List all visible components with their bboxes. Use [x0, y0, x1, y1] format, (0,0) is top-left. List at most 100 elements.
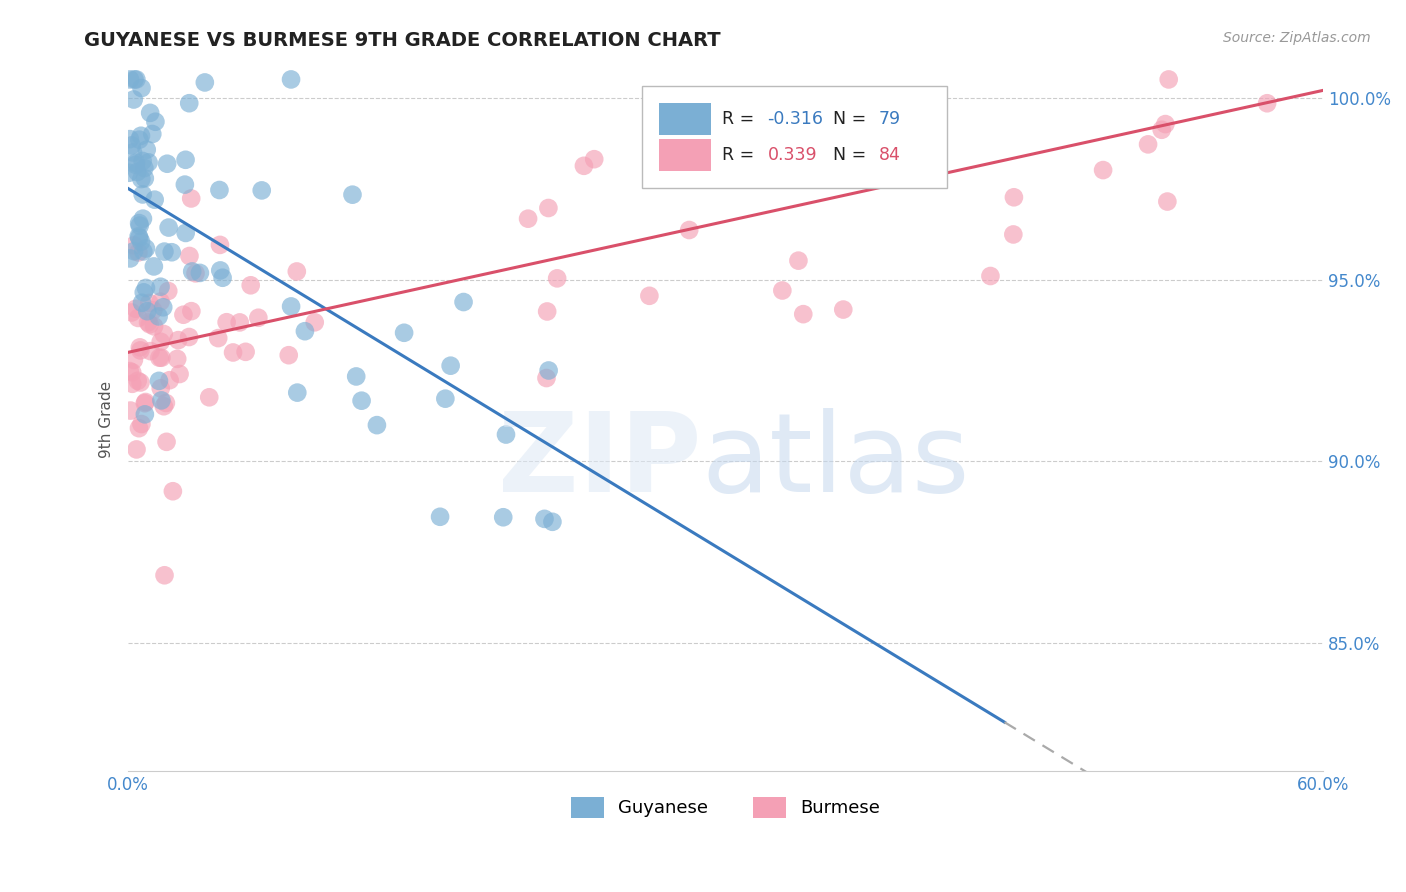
Point — [285, 385, 308, 400]
Point — [277, 348, 299, 362]
Point — [537, 363, 560, 377]
Point — [152, 326, 174, 341]
Point — [135, 395, 157, 409]
Point — [492, 510, 515, 524]
Point — [208, 183, 231, 197]
Point — [174, 226, 197, 240]
Point — [131, 417, 153, 431]
Point — [167, 333, 190, 347]
Point — [118, 72, 141, 87]
Point — [149, 334, 172, 349]
Point — [211, 270, 233, 285]
Text: atlas: atlas — [702, 409, 970, 516]
Point — [149, 294, 172, 309]
Point — [152, 300, 174, 314]
Point — [188, 266, 211, 280]
Point — [179, 249, 201, 263]
FancyBboxPatch shape — [643, 86, 946, 188]
Point — [787, 253, 810, 268]
Point — [155, 434, 177, 449]
Legend: Guyanese, Burmese: Guyanese, Burmese — [564, 789, 887, 825]
Point — [770, 284, 793, 298]
Point — [128, 231, 150, 245]
Point — [159, 373, 181, 387]
Point — [125, 158, 148, 172]
Point — [125, 301, 148, 316]
Point — [247, 310, 270, 325]
Point — [135, 143, 157, 157]
Point — [157, 220, 180, 235]
Point — [129, 376, 152, 390]
Point — [139, 106, 162, 120]
Text: N =: N = — [834, 146, 872, 164]
Point — [122, 145, 145, 160]
Point — [125, 442, 148, 457]
Point — [239, 278, 262, 293]
Point — [495, 427, 517, 442]
Point — [533, 512, 555, 526]
Point — [127, 310, 149, 325]
Point — [156, 157, 179, 171]
Point — [194, 75, 217, 89]
Point — [453, 295, 475, 310]
Point — [121, 138, 143, 153]
Point — [440, 359, 463, 373]
Point — [1150, 122, 1173, 136]
Point — [157, 284, 180, 298]
Point — [280, 300, 302, 314]
Text: 79: 79 — [879, 110, 901, 128]
Point — [153, 244, 176, 259]
Point — [125, 72, 148, 87]
Text: -0.316: -0.316 — [768, 110, 824, 128]
Point — [148, 310, 170, 324]
Point — [134, 408, 156, 422]
Point — [143, 319, 166, 334]
Point — [118, 132, 141, 146]
Point — [177, 330, 200, 344]
Point — [228, 315, 250, 329]
Point — [148, 374, 170, 388]
Point — [149, 381, 172, 395]
Text: R =: R = — [723, 146, 759, 164]
Point — [572, 159, 595, 173]
Point — [979, 268, 1001, 283]
Point — [429, 509, 451, 524]
Point — [143, 193, 166, 207]
Point — [122, 352, 145, 367]
Point — [173, 178, 195, 192]
Point — [583, 152, 606, 166]
Point — [138, 155, 160, 169]
Point — [350, 393, 373, 408]
Point — [132, 211, 155, 226]
Point — [121, 376, 143, 391]
Point — [118, 166, 141, 180]
Point — [135, 281, 157, 295]
Point — [134, 396, 156, 410]
Point — [235, 344, 257, 359]
Point — [215, 315, 238, 329]
Point — [179, 96, 201, 111]
Point — [392, 326, 415, 340]
Point — [207, 331, 229, 345]
Point — [180, 304, 202, 318]
Point — [166, 351, 188, 366]
Text: 0.339: 0.339 — [768, 146, 817, 164]
Point — [209, 263, 232, 277]
Point — [150, 351, 173, 365]
Point — [129, 343, 152, 358]
Point — [285, 264, 308, 278]
Point — [1002, 227, 1025, 242]
Text: ZIP: ZIP — [498, 409, 702, 516]
Point — [174, 153, 197, 167]
FancyBboxPatch shape — [659, 139, 711, 171]
Point — [832, 302, 855, 317]
Point — [304, 315, 326, 329]
Point — [120, 403, 142, 417]
Point — [1156, 194, 1178, 209]
Point — [172, 308, 194, 322]
Point — [128, 421, 150, 435]
Point — [125, 156, 148, 170]
Point — [366, 418, 388, 433]
Point — [882, 165, 904, 179]
Point — [517, 211, 540, 226]
